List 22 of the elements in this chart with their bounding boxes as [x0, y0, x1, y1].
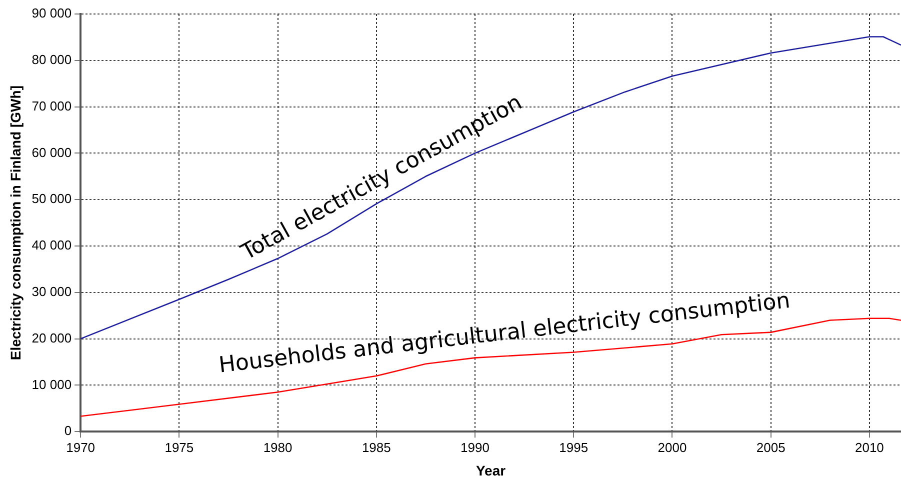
y-tick-label: 60 000: [32, 144, 72, 160]
y-tick-label: 70 000: [32, 98, 72, 114]
y-tick-label: 0: [64, 423, 72, 438]
x-tick-label: 1985: [362, 440, 391, 455]
y-tick-label: 50 000: [32, 191, 72, 206]
y-tick-label: 90 000: [32, 6, 72, 21]
y-axis-title: Electricity consumption in Finland [GWh]: [7, 86, 24, 360]
y-tick-label: 40 000: [32, 238, 72, 253]
x-tick-label: 1970: [66, 440, 96, 455]
text: Households and agricultural electricity consumption: [218, 288, 792, 378]
y-tick-label: 30 000: [32, 284, 72, 299]
x-tick-label: 1990: [460, 440, 490, 455]
x-axis-title: Year: [476, 462, 506, 478]
x-tick-label: 1975: [164, 440, 194, 455]
x-tick-label: 1995: [559, 440, 588, 455]
y-tick-label: 10 000: [32, 376, 72, 392]
x-tick-label: 2010: [854, 440, 884, 455]
y-tick-label: 20 000: [32, 330, 72, 346]
x-tick-label: 2000: [658, 440, 687, 455]
x-tick-label: 2005: [756, 440, 786, 455]
x-tick-label: 1980: [263, 440, 292, 455]
y-tick-label: 80 000: [32, 52, 72, 67]
